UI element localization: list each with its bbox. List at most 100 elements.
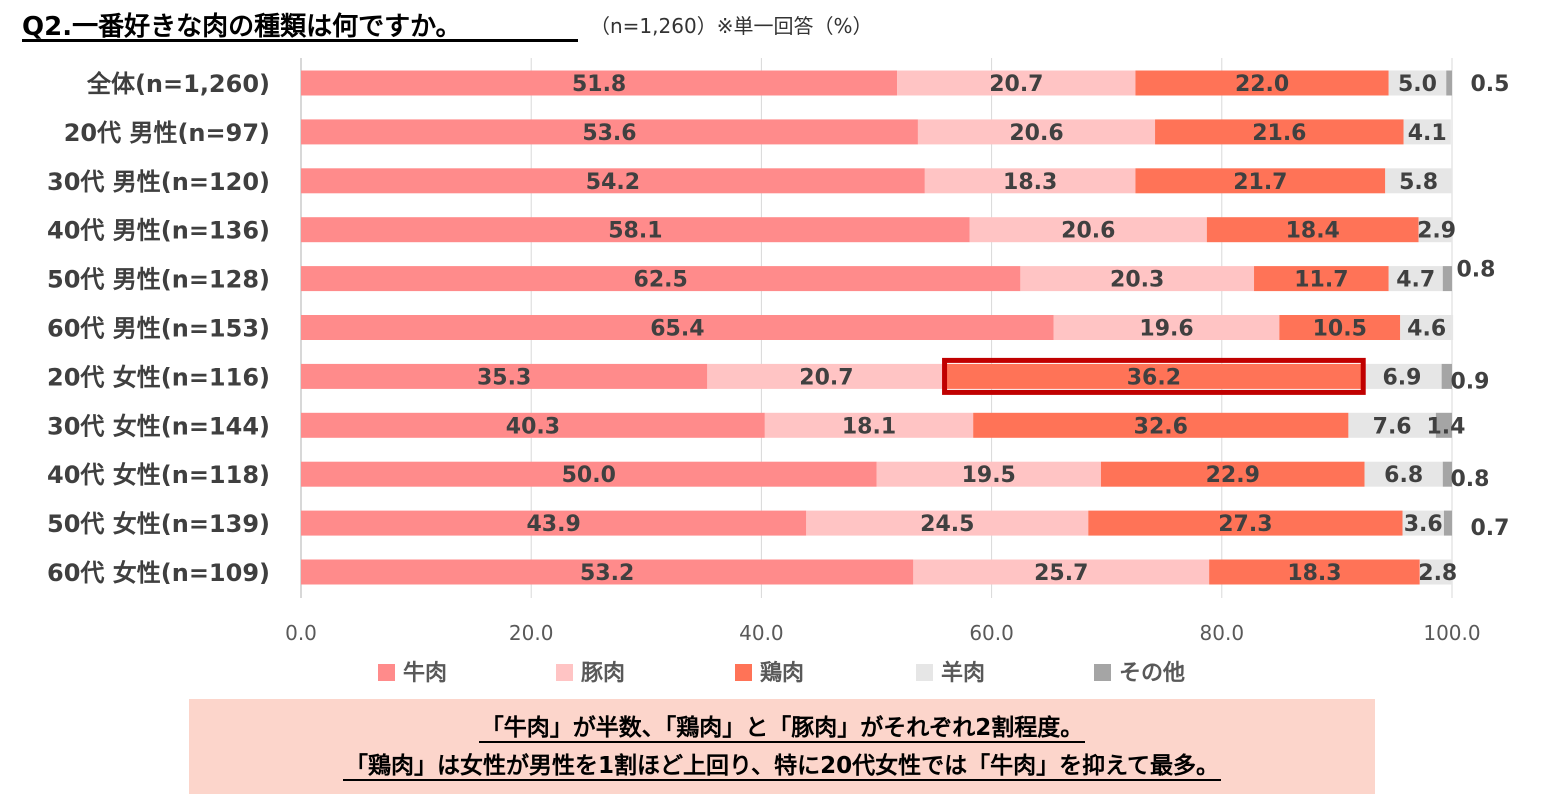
data-label: 2.9 — [1417, 219, 1456, 244]
bar-segment — [1362, 363, 1442, 389]
data-label: 27.3 — [1218, 512, 1272, 537]
summary-text-1: 「牛肉」が半数、「鶏肉」と「豚肉」がそれぞれ2割程度。 — [478, 715, 1086, 743]
bar-segment — [764, 412, 974, 438]
legend-label: 牛肉 — [403, 660, 447, 686]
bar-segment — [1135, 70, 1389, 96]
bar-segment — [1435, 412, 1452, 438]
data-label: 18.1 — [842, 414, 896, 439]
bar-segment — [301, 559, 914, 585]
bar-segment — [1020, 266, 1255, 292]
category-label: 30代 女性(n=144) — [47, 412, 270, 440]
data-label: 20.7 — [799, 365, 853, 390]
legend-label: 鶏肉 — [760, 661, 804, 686]
data-label: 53.2 — [580, 561, 634, 586]
legend-swatch — [378, 664, 395, 681]
summary-line-2: 「鶏肉」は女性が男性を1割ほど上回り、特に20代女性では「牛肉」を抑えて最多。 — [189, 746, 1375, 781]
data-label: 5.0 — [1398, 72, 1437, 97]
data-label: 4.7 — [1396, 268, 1435, 293]
chart-title: Q2.一番好きな肉の種類は何ですか。 — [22, 12, 462, 42]
data-label: 21.6 — [1252, 121, 1306, 146]
x-tick-label: 100.0 — [1423, 621, 1480, 645]
bar-segment — [301, 119, 918, 145]
category-label: 40代 女性(n=118) — [47, 461, 270, 489]
summary-text-2: 「鶏肉」は女性が男性を1割ほど上回り、特に20代女性では「牛肉」を抑えて最多。 — [343, 753, 1221, 781]
bar-segment — [1442, 461, 1452, 487]
bar-segment — [301, 412, 765, 438]
bar-segment — [917, 119, 1156, 145]
data-label: 54.2 — [586, 170, 640, 195]
bar-segment — [1155, 119, 1404, 145]
bar-segment — [1100, 461, 1365, 487]
legend-swatch — [916, 664, 933, 681]
data-label: 20.6 — [1009, 121, 1063, 146]
data-label: 20.3 — [1110, 268, 1164, 293]
data-label: 51.8 — [572, 72, 626, 97]
bar-segment — [876, 461, 1101, 487]
bar-segment — [1254, 266, 1389, 292]
bar-segment — [301, 217, 970, 243]
data-label: 0.8 — [1451, 467, 1490, 492]
category-label: 30代 男性(n=120) — [47, 168, 270, 196]
bar-segment — [1441, 363, 1452, 389]
data-label: 53.6 — [582, 121, 636, 146]
bar-segment — [1348, 412, 1436, 438]
legend-label: 羊肉 — [941, 660, 985, 686]
summary-box: 「牛肉」が半数、「鶏肉」と「豚肉」がそれぞれ2割程度。 「鶏肉」は女性が男性を1… — [189, 699, 1375, 794]
x-tick-label: 0.0 — [285, 621, 317, 645]
legend-swatch — [1094, 664, 1111, 681]
data-label: 19.6 — [1139, 317, 1193, 342]
bar-segment — [1279, 315, 1401, 340]
bar-segment — [1053, 315, 1280, 340]
bar-segment — [1402, 510, 1444, 536]
data-label: 25.7 — [1034, 561, 1088, 586]
category-label: 50代 男性(n=128) — [47, 266, 270, 294]
bar-segment — [1388, 70, 1447, 96]
bar-segment — [1385, 168, 1452, 194]
title-underline — [22, 39, 578, 42]
data-label: 20.6 — [1061, 219, 1115, 244]
category-label: 20代 男性(n=97) — [64, 119, 270, 147]
bar-segment — [1364, 461, 1443, 487]
data-label: 22.9 — [1206, 463, 1260, 488]
bar-segment — [1209, 559, 1420, 585]
bar-segment — [969, 217, 1207, 243]
bar-segment — [301, 315, 1054, 340]
bar-segment — [897, 70, 1136, 96]
chart-subtitle: （n=1,260）※単一回答（%） — [590, 14, 873, 38]
bar-segment — [301, 461, 877, 487]
bar-segment — [1403, 119, 1451, 145]
data-label: 1.4 — [1427, 414, 1466, 439]
x-tick-label: 80.0 — [1200, 621, 1245, 645]
data-label: 0.5 — [1471, 72, 1510, 97]
data-label: 22.0 — [1235, 72, 1289, 97]
category-label: 50代 女性(n=139) — [47, 510, 270, 538]
data-label: 10.5 — [1313, 317, 1367, 342]
legend-label: その他 — [1119, 661, 1185, 686]
bar-segment — [1400, 315, 1454, 340]
x-tick-label: 20.0 — [509, 621, 554, 645]
data-label: 32.6 — [1134, 414, 1188, 439]
bar-segment — [924, 168, 1136, 194]
category-label: 40代 男性(n=136) — [47, 217, 270, 245]
data-label: 36.2 — [1127, 365, 1181, 390]
data-label: 20.7 — [989, 72, 1043, 97]
bar-segment — [913, 559, 1210, 585]
bar-segment — [945, 363, 1363, 389]
data-label: 3.6 — [1404, 512, 1443, 537]
data-label: 6.9 — [1382, 365, 1421, 390]
data-label: 18.3 — [1003, 170, 1057, 195]
x-tick-label: 60.0 — [969, 621, 1014, 645]
highlight-box — [942, 357, 1366, 395]
bar-segment — [707, 363, 946, 389]
data-label: 65.4 — [650, 317, 704, 342]
bar-segment — [806, 510, 1089, 536]
data-label: 50.0 — [562, 463, 616, 488]
legend-swatch — [556, 664, 573, 681]
data-label: 18.4 — [1286, 219, 1340, 244]
x-tick-label: 40.0 — [739, 621, 784, 645]
data-label: 7.6 — [1373, 414, 1412, 439]
data-label: 4.1 — [1408, 121, 1447, 146]
category-label: 60代 女性(n=109) — [47, 559, 270, 587]
data-label: 19.5 — [962, 463, 1016, 488]
data-label: 35.3 — [477, 365, 531, 390]
